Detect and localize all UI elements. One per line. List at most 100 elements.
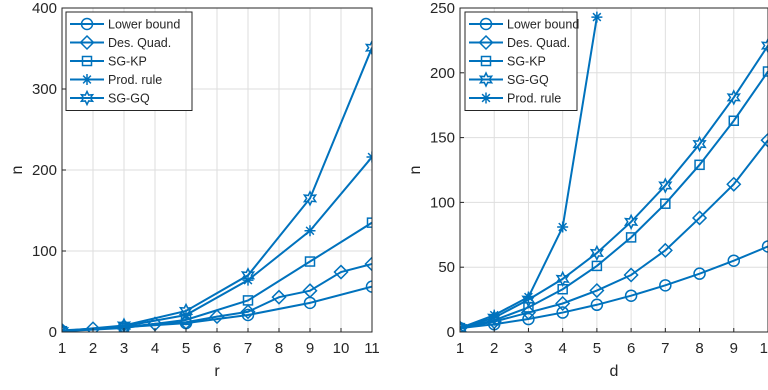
data-point xyxy=(365,280,372,293)
data-point xyxy=(304,225,316,237)
data-point xyxy=(488,309,500,321)
legend-marker xyxy=(478,34,494,51)
legend-marker xyxy=(480,92,492,104)
x-tick-label: 3 xyxy=(120,340,128,357)
legend-marker xyxy=(79,34,95,51)
data-point xyxy=(693,267,706,280)
data-point xyxy=(487,309,502,326)
data-point xyxy=(726,89,741,106)
x-tick-label: 3 xyxy=(524,340,532,357)
legend-label: Des. Quad. xyxy=(108,36,171,50)
series-line xyxy=(460,245,768,330)
data-point xyxy=(694,159,705,171)
y-tick-label: 400 xyxy=(32,0,57,17)
series-des-quad- xyxy=(460,132,768,332)
data-point xyxy=(556,306,569,319)
legend-item: SG-KP xyxy=(469,55,546,69)
data-point xyxy=(555,270,570,288)
data-point xyxy=(589,244,605,262)
data-point xyxy=(761,240,768,253)
data-point xyxy=(760,132,768,148)
legend-label: Des. Quad. xyxy=(507,36,570,50)
series-line xyxy=(62,47,372,332)
data-point xyxy=(460,319,468,332)
x-tick-label: 5 xyxy=(593,340,601,357)
legend-marker xyxy=(80,17,94,31)
x-tick-label: 4 xyxy=(151,340,159,357)
data-point xyxy=(364,39,372,56)
y-axis-label: n xyxy=(9,166,26,175)
legend-label: Lower bound xyxy=(108,18,180,32)
x-tick-label: 1 xyxy=(58,340,66,357)
data-point xyxy=(557,221,569,233)
legend-marker xyxy=(479,17,493,31)
legend-item: Des. Quad. xyxy=(70,34,171,51)
data-point xyxy=(178,302,194,320)
legend-marker xyxy=(480,55,492,67)
x-axis-label: r xyxy=(214,363,220,380)
data-point xyxy=(691,210,708,226)
data-point xyxy=(589,282,605,299)
data-point xyxy=(728,115,740,127)
legend-item: SG-KP xyxy=(70,55,147,69)
x-tick-label: 11 xyxy=(364,340,380,357)
data-point xyxy=(660,198,671,209)
y-tick-label: 100 xyxy=(430,194,455,211)
x-tick-label: 8 xyxy=(275,340,283,357)
y-tick-label: 50 xyxy=(438,259,455,276)
legend-label: SG-GQ xyxy=(507,73,549,87)
x-tick-label: 6 xyxy=(627,340,635,357)
data-point xyxy=(760,37,768,54)
legend: Lower bound Des. Quad. SG-KP Prod. rule SG-G… xyxy=(65,11,193,111)
data-point xyxy=(271,289,287,305)
x-tick-label: 7 xyxy=(661,340,669,357)
data-point xyxy=(241,308,255,322)
data-point xyxy=(62,322,70,332)
legend-label: SG-GQ xyxy=(108,92,150,106)
data-point xyxy=(657,242,673,258)
legend-item: Prod. rule xyxy=(70,73,162,87)
axes-box xyxy=(459,7,768,333)
data-point xyxy=(523,302,534,313)
legend-item: Prod. rule xyxy=(469,92,561,106)
x-tick-label: 6 xyxy=(213,340,221,357)
data-point xyxy=(659,279,672,292)
data-point xyxy=(242,295,254,306)
data-point xyxy=(762,66,768,77)
y-tick-label: 300 xyxy=(32,81,57,98)
y-tick-label: 200 xyxy=(430,65,455,82)
data-point xyxy=(624,289,638,302)
data-point xyxy=(590,298,604,312)
data-point xyxy=(692,135,707,153)
series-line xyxy=(460,70,768,330)
legend-item: Lower bound xyxy=(469,18,579,32)
x-tick-label: 5 xyxy=(182,340,190,357)
series-sg-gq xyxy=(62,39,372,332)
y-tick-label: 250 xyxy=(430,0,455,17)
data-point xyxy=(555,295,571,312)
legend-item: SG-GQ xyxy=(469,71,549,88)
x-axis-label: d xyxy=(610,363,619,380)
series-sg-gq xyxy=(460,37,768,332)
legend-label: Lower bound xyxy=(507,18,579,32)
series-prod-rule xyxy=(460,11,603,332)
x-tick-label: 10 xyxy=(760,340,768,357)
data-point xyxy=(366,217,372,228)
data-point xyxy=(625,232,637,243)
legend-item: Des. Quad. xyxy=(469,34,570,51)
data-point xyxy=(623,267,639,283)
chart-panel-2: 12345678910050100150200250dnLower boundD… xyxy=(407,0,768,380)
data-point xyxy=(727,254,741,267)
legend-label: SG-KP xyxy=(507,55,546,69)
series-line xyxy=(460,139,768,330)
data-point xyxy=(364,256,372,272)
legend-item: SG-GQ xyxy=(70,89,150,107)
series-line xyxy=(460,45,768,330)
data-point xyxy=(726,176,742,192)
data-point xyxy=(658,177,673,194)
legend-label: SG-KP xyxy=(108,55,147,69)
data-point xyxy=(591,11,603,23)
chart-panel-1: 1 2 3 4 5 6 7 8 9 10 11 0 100 200 300 400 r n Lower bound D… xyxy=(9,0,380,380)
x-tick-label: 8 xyxy=(695,340,703,357)
data-point xyxy=(304,256,316,267)
